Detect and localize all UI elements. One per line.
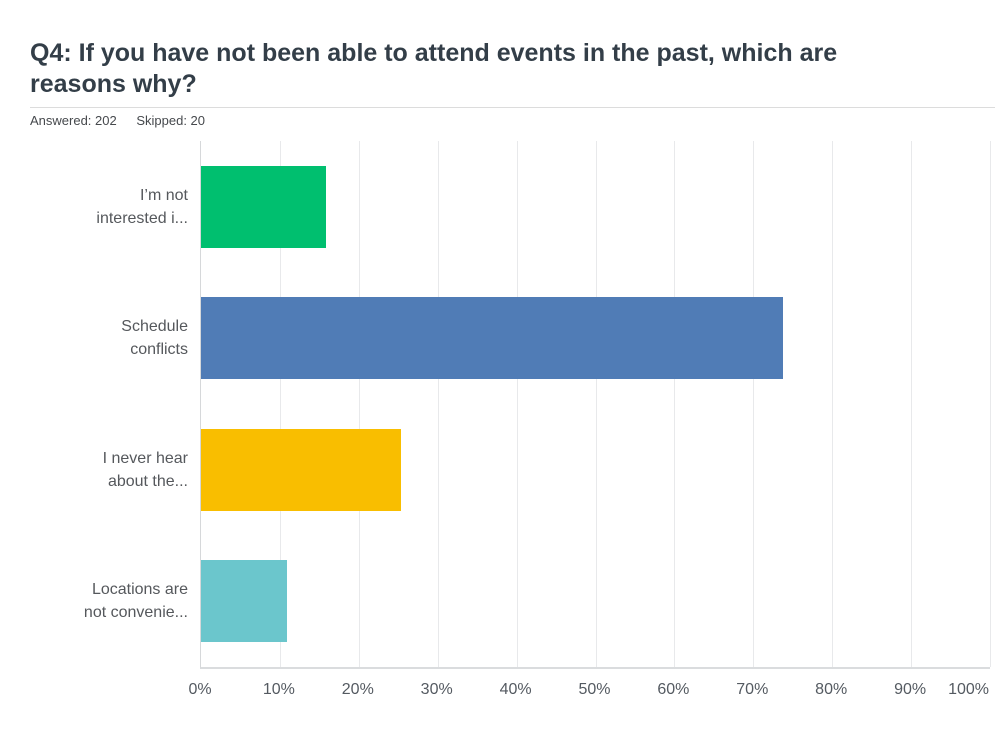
gridline: [279, 141, 281, 667]
bar-row: [201, 273, 990, 405]
category-label: Locations are not convenie...: [83, 581, 188, 622]
x-axis-tick-label: 40%: [499, 681, 532, 698]
x-axis-tick-label: 50%: [578, 681, 611, 698]
gridline: [437, 141, 439, 667]
x-axis-tick-label: 80%: [815, 681, 848, 698]
x-axis-tick-label: 10%: [262, 681, 295, 698]
gridline: [595, 141, 597, 667]
category-label: I’m not interested i...: [96, 186, 188, 227]
bar[interactable]: [201, 165, 326, 248]
gridline: [358, 141, 360, 667]
bar[interactable]: [201, 560, 287, 643]
x-axis-tick-label: 20%: [341, 681, 374, 698]
gridline: [911, 141, 913, 667]
gridline: [674, 141, 676, 667]
bar-chart-plot-area: [200, 141, 991, 669]
bar-row: [201, 404, 990, 536]
gridline: [990, 141, 991, 667]
response-stats: Answered: 202 Skipped: 20: [30, 113, 205, 128]
x-axis-tick-label: 70%: [736, 681, 769, 698]
category-label: Schedule conflicts: [121, 318, 188, 359]
gridline: [832, 141, 834, 667]
percent-axis-labels: 0% 10% 20% 30% 40% 50% 60% 70% 80% 90% 100%: [188, 681, 989, 703]
question-title: Q4: If you have not been able to attend …: [30, 39, 838, 98]
bar[interactable]: [201, 297, 784, 380]
bar[interactable]: [201, 428, 401, 511]
gridline: [516, 141, 518, 667]
category-axis-labels: I’m not interested i... Schedule conflict…: [0, 141, 188, 667]
bar-row: [201, 536, 990, 668]
bar-row: [201, 141, 990, 273]
x-axis-tick-label: 100%: [948, 681, 989, 698]
skipped-count: Skipped: 20: [136, 113, 206, 128]
x-axis-tick-label: 30%: [420, 681, 453, 698]
gridline: [753, 141, 755, 667]
x-axis-tick-label: 60%: [657, 681, 690, 698]
x-axis-tick-label: 90%: [894, 681, 927, 698]
title-divider: [30, 107, 995, 108]
answered-count: Answered: 202: [30, 113, 117, 128]
bar-rows: [201, 141, 990, 667]
category-label: I never hear about the...: [102, 449, 188, 490]
x-axis-tick-label: 0%: [188, 681, 212, 698]
